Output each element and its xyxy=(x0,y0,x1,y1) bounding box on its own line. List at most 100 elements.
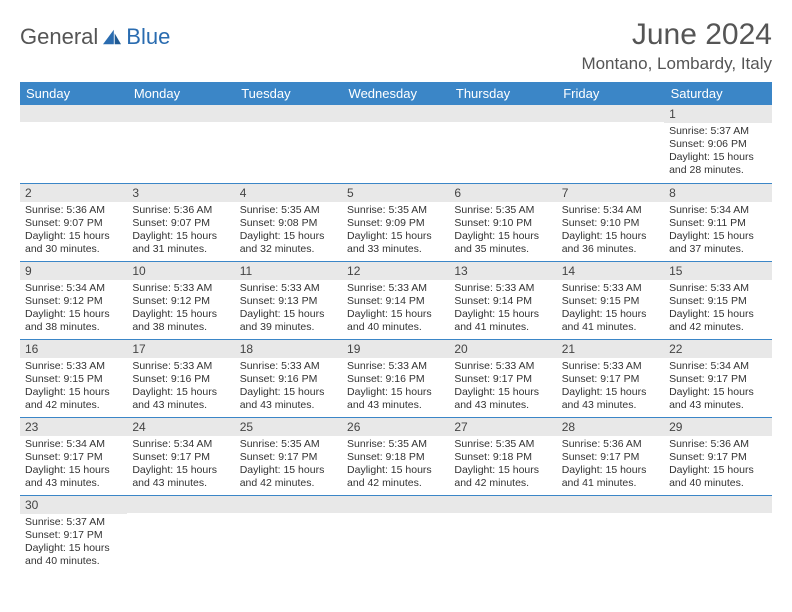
calendar-table: Sunday Monday Tuesday Wednesday Thursday… xyxy=(20,82,772,573)
day-detail-line: Sunrise: 5:35 AM xyxy=(240,438,337,451)
day-detail-line: Sunset: 9:16 PM xyxy=(347,373,444,386)
day-number: 18 xyxy=(235,340,342,358)
weekday-header: Tuesday xyxy=(235,82,342,105)
calendar-week-row: 30Sunrise: 5:37 AMSunset: 9:17 PMDayligh… xyxy=(20,495,772,573)
day-number: 17 xyxy=(127,340,234,358)
weekday-header: Saturday xyxy=(664,82,771,105)
day-number: 29 xyxy=(664,418,771,436)
day-detail-line: Sunrise: 5:35 AM xyxy=(347,204,444,217)
day-detail-line: Daylight: 15 hours and 42 minutes. xyxy=(347,464,444,490)
day-number xyxy=(127,496,234,513)
day-details: Sunrise: 5:34 AMSunset: 9:10 PMDaylight:… xyxy=(557,202,664,260)
day-details: Sunrise: 5:33 AMSunset: 9:13 PMDaylight:… xyxy=(235,280,342,338)
logo: General Blue xyxy=(20,24,170,50)
day-number xyxy=(342,105,449,122)
day-details: Sunrise: 5:33 AMSunset: 9:12 PMDaylight:… xyxy=(127,280,234,338)
day-number xyxy=(449,496,556,513)
day-detail-line: Daylight: 15 hours and 43 minutes. xyxy=(240,386,337,412)
day-details: Sunrise: 5:34 AMSunset: 9:17 PMDaylight:… xyxy=(664,358,771,416)
calendar-day-cell: 3Sunrise: 5:36 AMSunset: 9:07 PMDaylight… xyxy=(127,183,234,261)
day-number: 2 xyxy=(20,184,127,202)
day-detail-line: Daylight: 15 hours and 30 minutes. xyxy=(25,230,122,256)
day-details xyxy=(20,122,127,127)
page-header: General Blue June 2024 Montano, Lombardy… xyxy=(20,18,772,74)
calendar-day-cell: 26Sunrise: 5:35 AMSunset: 9:18 PMDayligh… xyxy=(342,417,449,495)
day-number: 15 xyxy=(664,262,771,280)
weekday-header: Thursday xyxy=(449,82,556,105)
logo-text-general: General xyxy=(20,24,98,50)
day-number: 12 xyxy=(342,262,449,280)
day-number xyxy=(342,496,449,513)
calendar-day-cell: 20Sunrise: 5:33 AMSunset: 9:17 PMDayligh… xyxy=(449,339,556,417)
day-detail-line: Daylight: 15 hours and 41 minutes. xyxy=(562,464,659,490)
location-subtitle: Montano, Lombardy, Italy xyxy=(581,54,772,74)
day-detail-line: Sunrise: 5:33 AM xyxy=(132,282,229,295)
day-details: Sunrise: 5:33 AMSunset: 9:15 PMDaylight:… xyxy=(664,280,771,338)
day-detail-line: Daylight: 15 hours and 42 minutes. xyxy=(240,464,337,490)
day-detail-line: Daylight: 15 hours and 43 minutes. xyxy=(562,386,659,412)
calendar-body: 1Sunrise: 5:37 AMSunset: 9:06 PMDaylight… xyxy=(20,105,772,573)
calendar-day-cell: 12Sunrise: 5:33 AMSunset: 9:14 PMDayligh… xyxy=(342,261,449,339)
day-details xyxy=(557,122,664,127)
day-number: 25 xyxy=(235,418,342,436)
day-detail-line: Daylight: 15 hours and 43 minutes. xyxy=(132,464,229,490)
day-detail-line: Daylight: 15 hours and 36 minutes. xyxy=(562,230,659,256)
day-details xyxy=(235,122,342,127)
day-detail-line: Sunrise: 5:33 AM xyxy=(25,360,122,373)
day-detail-line: Sunrise: 5:33 AM xyxy=(454,282,551,295)
day-detail-line: Sunset: 9:15 PM xyxy=(562,295,659,308)
day-detail-line: Sunrise: 5:33 AM xyxy=(562,282,659,295)
calendar-day-cell: 28Sunrise: 5:36 AMSunset: 9:17 PMDayligh… xyxy=(557,417,664,495)
day-details: Sunrise: 5:35 AMSunset: 9:17 PMDaylight:… xyxy=(235,436,342,494)
calendar-day-cell xyxy=(235,105,342,183)
calendar-day-cell: 5Sunrise: 5:35 AMSunset: 9:09 PMDaylight… xyxy=(342,183,449,261)
day-detail-line: Sunset: 9:06 PM xyxy=(669,138,766,151)
day-number: 3 xyxy=(127,184,234,202)
day-details: Sunrise: 5:34 AMSunset: 9:17 PMDaylight:… xyxy=(20,436,127,494)
day-number: 1 xyxy=(664,105,771,123)
day-detail-line: Sunset: 9:14 PM xyxy=(454,295,551,308)
day-number: 9 xyxy=(20,262,127,280)
day-detail-line: Sunset: 9:11 PM xyxy=(669,217,766,230)
day-detail-line: Daylight: 15 hours and 43 minutes. xyxy=(454,386,551,412)
day-number: 28 xyxy=(557,418,664,436)
day-detail-line: Sunrise: 5:33 AM xyxy=(132,360,229,373)
day-detail-line: Sunset: 9:17 PM xyxy=(562,451,659,464)
sail-icon xyxy=(101,28,123,46)
calendar-day-cell: 9Sunrise: 5:34 AMSunset: 9:12 PMDaylight… xyxy=(20,261,127,339)
calendar-day-cell: 30Sunrise: 5:37 AMSunset: 9:17 PMDayligh… xyxy=(20,495,127,573)
day-number: 8 xyxy=(664,184,771,202)
day-detail-line: Sunrise: 5:37 AM xyxy=(669,125,766,138)
day-detail-line: Sunrise: 5:33 AM xyxy=(347,360,444,373)
day-details: Sunrise: 5:33 AMSunset: 9:16 PMDaylight:… xyxy=(235,358,342,416)
day-number xyxy=(664,496,771,513)
day-detail-line: Sunset: 9:07 PM xyxy=(25,217,122,230)
day-details xyxy=(557,513,664,518)
day-details xyxy=(449,513,556,518)
day-detail-line: Daylight: 15 hours and 31 minutes. xyxy=(132,230,229,256)
weekday-header: Friday xyxy=(557,82,664,105)
day-number: 6 xyxy=(449,184,556,202)
day-detail-line: Sunset: 9:14 PM xyxy=(347,295,444,308)
day-number: 16 xyxy=(20,340,127,358)
day-detail-line: Daylight: 15 hours and 28 minutes. xyxy=(669,151,766,177)
day-number: 21 xyxy=(557,340,664,358)
day-detail-line: Daylight: 15 hours and 32 minutes. xyxy=(240,230,337,256)
day-detail-line: Daylight: 15 hours and 42 minutes. xyxy=(25,386,122,412)
day-detail-line: Daylight: 15 hours and 38 minutes. xyxy=(25,308,122,334)
day-details: Sunrise: 5:35 AMSunset: 9:10 PMDaylight:… xyxy=(449,202,556,260)
day-detail-line: Sunset: 9:17 PM xyxy=(25,529,122,542)
calendar-day-cell: 17Sunrise: 5:33 AMSunset: 9:16 PMDayligh… xyxy=(127,339,234,417)
day-details xyxy=(449,122,556,127)
day-detail-line: Sunrise: 5:33 AM xyxy=(240,282,337,295)
calendar-week-row: 1 Sunrise: 5:37 AMSunset: 9:06 PMDaylight… xyxy=(20,105,772,183)
calendar-day-cell: 11Sunrise: 5:33 AMSunset: 9:13 PMDayligh… xyxy=(235,261,342,339)
day-detail-line: Sunset: 9:16 PM xyxy=(240,373,337,386)
day-details: Sunrise: 5:34 AMSunset: 9:12 PMDaylight:… xyxy=(20,280,127,338)
day-detail-line: Sunrise: 5:33 AM xyxy=(240,360,337,373)
day-detail-line: Sunrise: 5:36 AM xyxy=(132,204,229,217)
day-detail-line: Daylight: 15 hours and 40 minutes. xyxy=(347,308,444,334)
day-detail-line: Daylight: 15 hours and 39 minutes. xyxy=(240,308,337,334)
day-number xyxy=(449,105,556,122)
day-detail-line: Sunrise: 5:35 AM xyxy=(454,204,551,217)
